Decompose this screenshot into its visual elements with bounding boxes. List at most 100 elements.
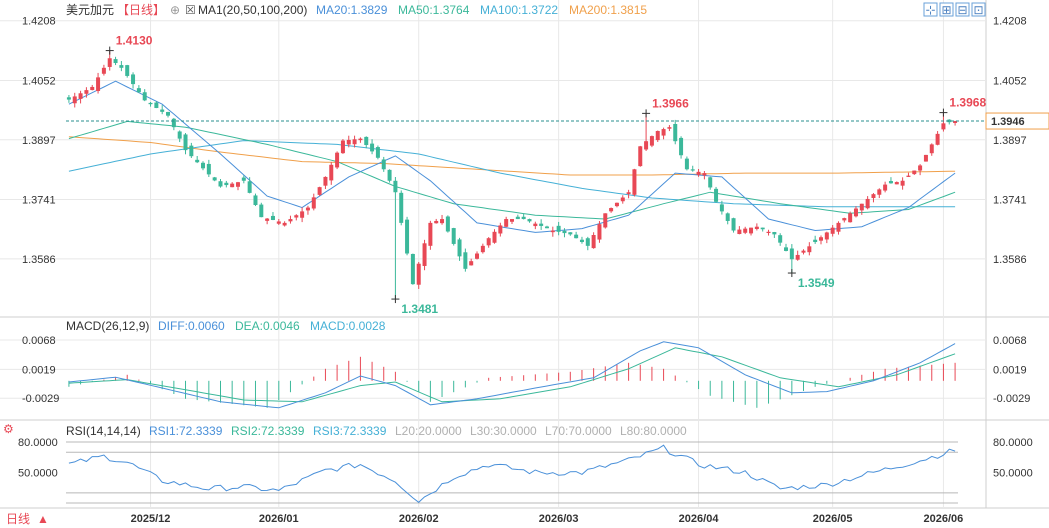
candle-body[interactable] [84, 90, 89, 94]
candle-body[interactable] [853, 208, 858, 217]
period-tab-arrow-icon[interactable]: ▲ [37, 512, 49, 526]
candle-body[interactable] [125, 65, 130, 76]
candle-body[interactable] [352, 139, 357, 145]
candle[interactable] [708, 176, 713, 190]
candle-body[interactable] [737, 229, 742, 235]
candle-body[interactable] [609, 208, 614, 212]
candle[interactable] [673, 119, 678, 145]
candle-body[interactable] [136, 88, 141, 93]
candle-body[interactable] [778, 235, 783, 243]
candle[interactable] [259, 202, 264, 218]
candle-body[interactable] [370, 143, 375, 152]
candle-body[interactable] [90, 86, 95, 91]
candle-body[interactable] [754, 226, 759, 230]
candle-body[interactable] [533, 223, 538, 227]
candle-body[interactable] [539, 223, 544, 226]
candle-body[interactable] [393, 180, 398, 193]
crosshair-icon[interactable]: ⊹ [923, 2, 938, 17]
candle-body[interactable] [457, 239, 462, 257]
candle-body[interactable] [201, 162, 206, 169]
candle-body[interactable] [830, 227, 835, 234]
candle[interactable] [679, 136, 684, 159]
candle-body[interactable] [795, 254, 800, 260]
candle[interactable] [451, 227, 456, 246]
candle-body[interactable] [626, 192, 631, 194]
candle-body[interactable] [807, 246, 812, 253]
candle[interactable] [253, 193, 258, 207]
candle[interactable] [550, 226, 555, 237]
candle[interactable] [276, 218, 281, 226]
candle-body[interactable] [416, 263, 421, 285]
candle[interactable] [410, 253, 415, 285]
candle-body[interactable] [113, 59, 118, 64]
candle[interactable] [644, 113, 649, 151]
candle[interactable] [935, 131, 940, 146]
candle-body[interactable] [480, 245, 485, 253]
candle[interactable] [638, 145, 643, 167]
candle-body[interactable] [714, 188, 719, 202]
candle-body[interactable] [224, 182, 229, 186]
candle-body[interactable] [708, 177, 713, 188]
candle[interactable] [649, 135, 654, 148]
candle[interactable] [311, 193, 316, 211]
candle[interactable] [620, 195, 625, 204]
candle-body[interactable] [760, 227, 765, 230]
candle[interactable] [78, 90, 83, 104]
candle-body[interactable] [410, 253, 415, 285]
candle[interactable] [270, 212, 275, 221]
candle[interactable] [824, 231, 829, 244]
candle-body[interactable] [784, 247, 789, 251]
candle[interactable] [142, 89, 147, 102]
candle-body[interactable] [230, 183, 235, 188]
candle-body[interactable] [614, 202, 619, 207]
candle[interactable] [731, 217, 736, 233]
candle-body[interactable] [766, 231, 771, 233]
candle-body[interactable] [923, 154, 928, 162]
candle-body[interactable] [498, 225, 503, 234]
candle[interactable] [317, 186, 322, 196]
candle[interactable] [364, 136, 369, 149]
candle-body[interactable] [451, 228, 456, 244]
crosshair-icon-frame[interactable] [923, 2, 938, 17]
candle-body[interactable] [445, 216, 450, 232]
candle-body[interactable] [568, 232, 573, 235]
candle-body[interactable] [690, 169, 695, 171]
candle-body[interactable] [900, 180, 905, 186]
candle[interactable] [119, 61, 124, 72]
zoom-out-icon[interactable]: ⊟ [955, 2, 970, 17]
candle-body[interactable] [941, 123, 946, 130]
candle[interactable] [859, 203, 864, 215]
candle[interactable] [480, 243, 485, 254]
candle[interactable] [801, 249, 806, 255]
candle[interactable] [160, 105, 165, 115]
candle-body[interactable] [195, 159, 200, 163]
candle[interactable] [883, 181, 888, 193]
candle-body[interactable] [661, 129, 666, 136]
candle-body[interactable] [918, 165, 923, 171]
candle[interactable] [335, 151, 340, 170]
candle[interactable] [877, 188, 882, 199]
candle[interactable] [888, 177, 893, 184]
candle[interactable] [661, 127, 666, 140]
candle[interactable] [848, 211, 853, 223]
candle-body[interactable] [801, 250, 806, 253]
candle-body[interactable] [189, 145, 194, 157]
candle[interactable] [370, 139, 375, 155]
candle[interactable] [795, 250, 800, 261]
candle-body[interactable] [311, 197, 316, 209]
candle-body[interactable] [597, 224, 602, 240]
candle[interactable] [393, 177, 398, 300]
candle[interactable] [212, 176, 217, 182]
candle-body[interactable] [148, 102, 153, 105]
candle-body[interactable] [235, 182, 240, 187]
candle[interactable] [96, 72, 101, 94]
candle-body[interactable] [66, 97, 71, 100]
candle-body[interactable] [78, 93, 83, 99]
candle[interactable] [719, 200, 724, 215]
candle[interactable] [329, 162, 334, 185]
candle[interactable] [358, 137, 363, 143]
candle[interactable] [428, 220, 433, 250]
candle-body[interactable] [719, 204, 724, 212]
candle-body[interactable] [772, 232, 777, 235]
candle[interactable] [906, 172, 911, 177]
